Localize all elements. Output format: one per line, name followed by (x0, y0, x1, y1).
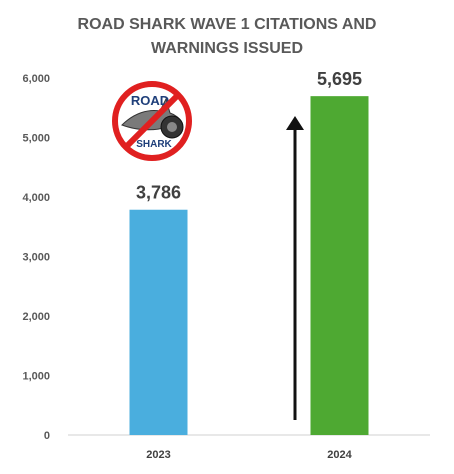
y-axis: 0 1,000 2,000 3,000 4,000 5,000 6,000 (22, 73, 50, 442)
logo-word-road: ROAD (131, 93, 169, 108)
y-tick-label: 0 (44, 430, 50, 442)
x-category-label: 2024 (327, 449, 352, 461)
data-labels: 3,786 5,695 (136, 69, 362, 203)
logo-word-shark: SHARK (136, 139, 172, 150)
category-labels: 2023 2024 (146, 449, 352, 461)
y-tick-label: 5,000 (22, 133, 50, 145)
bar-value-label: 3,786 (136, 183, 181, 203)
bar-value-label: 5,695 (317, 69, 362, 89)
y-tick-label: 6,000 (22, 73, 50, 85)
road-shark-logo: ROAD SHARK (112, 81, 192, 161)
chart-title-line-2: WARNINGS ISSUED (151, 40, 303, 57)
chart-title-line-1: ROAD SHARK WAVE 1 CITATIONS AND (78, 16, 377, 33)
growth-arrow (286, 116, 304, 420)
y-tick-label: 4,000 (22, 192, 50, 204)
bar-2023 (129, 209, 188, 435)
y-tick-label: 1,000 (22, 371, 50, 383)
y-tick-label: 2,000 (22, 311, 50, 323)
y-tick-label: 3,000 (22, 252, 50, 264)
bars-group (129, 96, 369, 436)
bar-2024 (310, 96, 369, 436)
x-category-label: 2023 (146, 449, 170, 461)
prohibited-slash (123, 92, 181, 150)
